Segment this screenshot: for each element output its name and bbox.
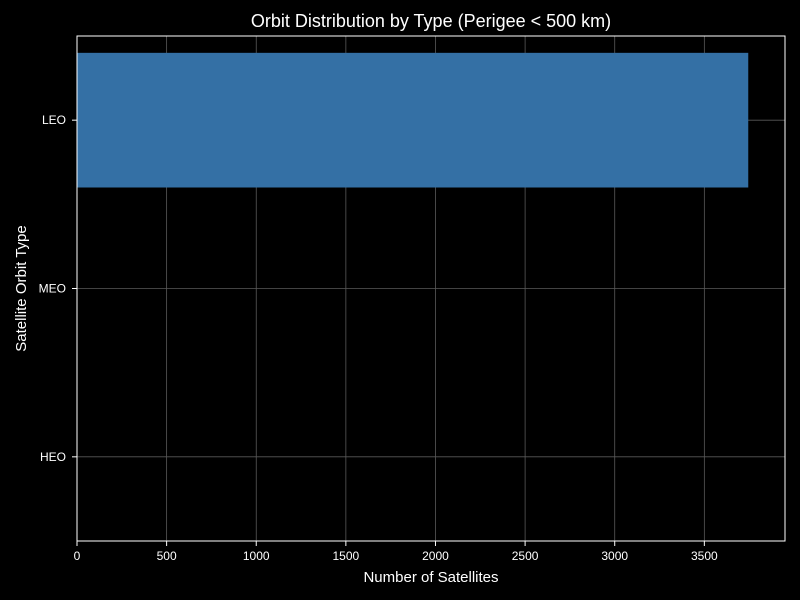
x-axis-label: Number of Satellites: [363, 569, 498, 586]
x-tick-label: 0: [74, 549, 81, 563]
y-tick-label: LEO: [42, 113, 66, 127]
bars: [77, 52, 749, 188]
x-tick-label: 2500: [512, 549, 539, 563]
x-tick-label: 1000: [243, 549, 270, 563]
y-tick-label: MEO: [39, 282, 66, 296]
x-tick-label: 500: [157, 549, 177, 563]
ticks: 0 500 1000 1500 2000 2500 3000 3500 LEO MEO HEO: [39, 113, 718, 563]
bar-leo: [77, 52, 749, 188]
y-tick-label: HEO: [40, 450, 66, 464]
y-axis-label: Satellite Orbit Type: [13, 225, 30, 351]
chart-title: Orbit Distribution by Type (Perigee < 50…: [251, 11, 611, 31]
x-tick-label: 1500: [333, 549, 360, 563]
x-tick-label: 3000: [601, 549, 628, 563]
x-tick-label: 3500: [691, 549, 718, 563]
x-tick-label: 2000: [422, 549, 449, 563]
